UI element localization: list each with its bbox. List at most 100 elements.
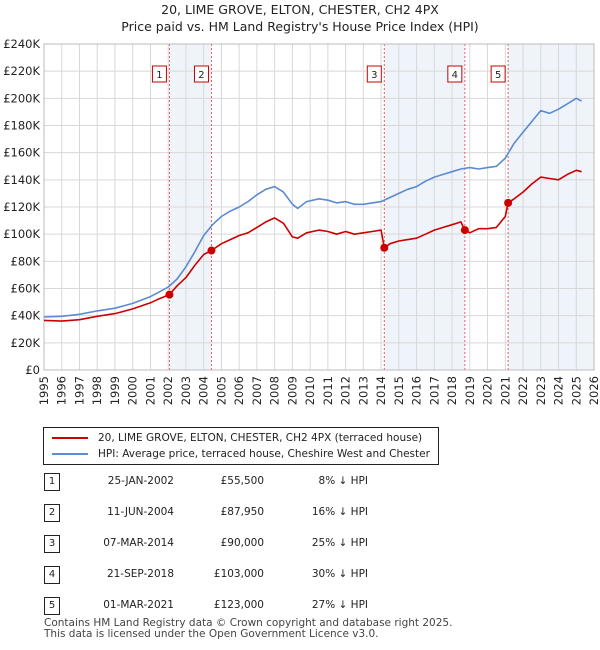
sale-hpi-diff: 25% ↓ HPI — [311, 537, 368, 549]
chart-subtitle: Price paid vs. HM Land Registry's House … — [121, 19, 478, 34]
y-tick-label: £240K — [3, 37, 40, 51]
sale-label-4: 4 — [452, 70, 458, 81]
legend-item-property: 20, LIME GROVE, ELTON, CHESTER, CH2 4PX … — [52, 430, 422, 446]
y-tick-label: £200K — [3, 91, 40, 105]
x-tick-label: 2000 — [126, 376, 140, 405]
y-tick-label: £0 — [25, 363, 40, 377]
sale-price: £90,000 — [220, 537, 264, 549]
price-chart: 20, LIME GROVE, ELTON, CHESTER, CH2 4PX … — [3, 2, 600, 405]
y-tick-label: £180K — [3, 119, 40, 133]
sale-price: £55,500 — [220, 475, 264, 487]
x-tick-label: 2002 — [161, 376, 175, 405]
sale-point-1 — [165, 290, 174, 299]
x-tick-label: 2012 — [339, 376, 353, 405]
sale-number-badge: 1 — [44, 473, 60, 491]
x-tick-label: 2006 — [232, 376, 246, 405]
sale-label-2: 2 — [198, 70, 204, 81]
y-tick-label: £40K — [11, 309, 41, 323]
sale-date: 01-MAR-2021 — [103, 599, 174, 611]
table-row: 1 25-JAN-2002 £55,500 8% ↓ HPI — [44, 473, 384, 491]
sale-hpi-diff: 16% ↓ HPI — [311, 506, 368, 518]
hpi-line-swatch — [52, 453, 88, 455]
x-tick-label: 2010 — [303, 376, 317, 405]
sale-hpi-diff: 30% ↓ HPI — [311, 568, 368, 580]
x-tick-label: 2014 — [374, 376, 388, 405]
sale-hpi-diff: 8% ↓ HPI — [318, 475, 368, 487]
x-tick-label: 2018 — [445, 376, 459, 405]
x-tick-label: 2024 — [552, 376, 566, 405]
sale-label-1: 1 — [156, 70, 162, 81]
y-tick-label: £140K — [3, 173, 40, 187]
sale-label-box-5 — [490, 65, 506, 83]
x-tick-label: 2017 — [427, 376, 441, 405]
table-row: 4 21-SEP-2018 £103,000 30% ↓ HPI — [44, 566, 384, 584]
y-tick-label: £100K — [3, 227, 40, 241]
sale-date: 07-MAR-2014 — [103, 537, 174, 549]
x-tick-label: 2022 — [516, 376, 530, 405]
x-tick-label: 2005 — [214, 376, 228, 405]
y-tick-label: £60K — [11, 282, 41, 296]
footer-licence: This data is licensed under the Open Gov… — [44, 628, 379, 640]
y-tick-label: £220K — [3, 64, 40, 78]
legend-hpi-label: HPI: Average price, terraced house, Ches… — [98, 448, 430, 460]
x-tick-label: 2001 — [143, 376, 157, 405]
sale-date: 21-SEP-2018 — [106, 568, 174, 580]
sale-number-badge: 2 — [44, 504, 60, 522]
property-line-swatch — [52, 437, 88, 439]
hpi-line — [43, 97, 582, 318]
y-tick-label: £20K — [11, 336, 41, 350]
sale-price: £123,000 — [213, 599, 264, 611]
plot-frame — [43, 43, 595, 371]
sale-label-3: 3 — [371, 70, 377, 81]
x-tick-label: 2026 — [587, 376, 600, 405]
sale-point-4 — [460, 226, 469, 235]
sale-hpi-diff: 27% ↓ HPI — [311, 599, 368, 611]
sale-price: £87,950 — [220, 506, 264, 518]
sale-number-badge: 4 — [44, 566, 60, 584]
sale-number-badge: 3 — [44, 535, 60, 553]
x-tick-label: 2008 — [268, 376, 282, 405]
x-tick-label: 2019 — [463, 376, 477, 405]
x-tick-label: 2011 — [321, 376, 335, 405]
property-price-line — [43, 169, 582, 322]
sale-number-badge: 5 — [44, 597, 60, 615]
x-tick-label: 2016 — [410, 376, 424, 405]
table-row: 2 11-JUN-2004 £87,950 16% ↓ HPI — [44, 504, 384, 522]
x-tick-label: 2023 — [534, 376, 548, 405]
sale-date: 25-JAN-2002 — [107, 475, 174, 487]
footer-copyright: Contains HM Land Registry data © Crown c… — [44, 617, 453, 629]
x-tick-label: 2003 — [179, 376, 193, 405]
y-tick-label: £80K — [11, 254, 41, 268]
y-tick-label: £120K — [3, 200, 40, 214]
x-tick-label: 1997 — [72, 376, 86, 405]
x-tick-label: 2015 — [392, 376, 406, 405]
x-tick-label: 1995 — [37, 376, 51, 405]
legend-item-hpi: HPI: Average price, terraced house, Ches… — [52, 446, 430, 462]
x-tick-label: 2020 — [481, 376, 495, 405]
x-tick-label: 2007 — [250, 376, 264, 405]
sale-price: £103,000 — [213, 568, 264, 580]
x-tick-label: 1999 — [108, 376, 122, 405]
x-tick-label: 1996 — [55, 376, 69, 405]
sale-point-3 — [380, 243, 389, 252]
footer-attribution: Contains HM Land Registry data © Crown c… — [44, 618, 452, 640]
x-tick-label: 2004 — [197, 376, 211, 405]
sale-label-box-2 — [193, 65, 209, 83]
x-tick-label: 2025 — [569, 376, 583, 405]
x-tick-label: 2009 — [285, 376, 299, 405]
sale-label-box-3 — [366, 65, 382, 83]
sale-label-5: 5 — [495, 70, 501, 81]
legend: 20, LIME GROVE, ELTON, CHESTER, CH2 4PX … — [43, 427, 439, 465]
sale-label-box-1 — [151, 65, 167, 83]
x-tick-label: 2013 — [356, 376, 370, 405]
y-tick-label: £160K — [3, 146, 40, 160]
table-row: 5 01-MAR-2021 £123,000 27% ↓ HPI — [44, 597, 384, 615]
chart-title: 20, LIME GROVE, ELTON, CHESTER, CH2 4PX — [161, 2, 439, 17]
x-tick-label: 2021 — [498, 376, 512, 405]
legend-property-label: 20, LIME GROVE, ELTON, CHESTER, CH2 4PX … — [98, 432, 423, 444]
table-row: 3 07-MAR-2014 £90,000 25% ↓ HPI — [44, 535, 384, 553]
sale-point-5 — [504, 198, 513, 207]
sale-point-2 — [207, 246, 216, 255]
x-tick-label: 1998 — [90, 376, 104, 405]
sale-label-box-4 — [447, 65, 463, 83]
